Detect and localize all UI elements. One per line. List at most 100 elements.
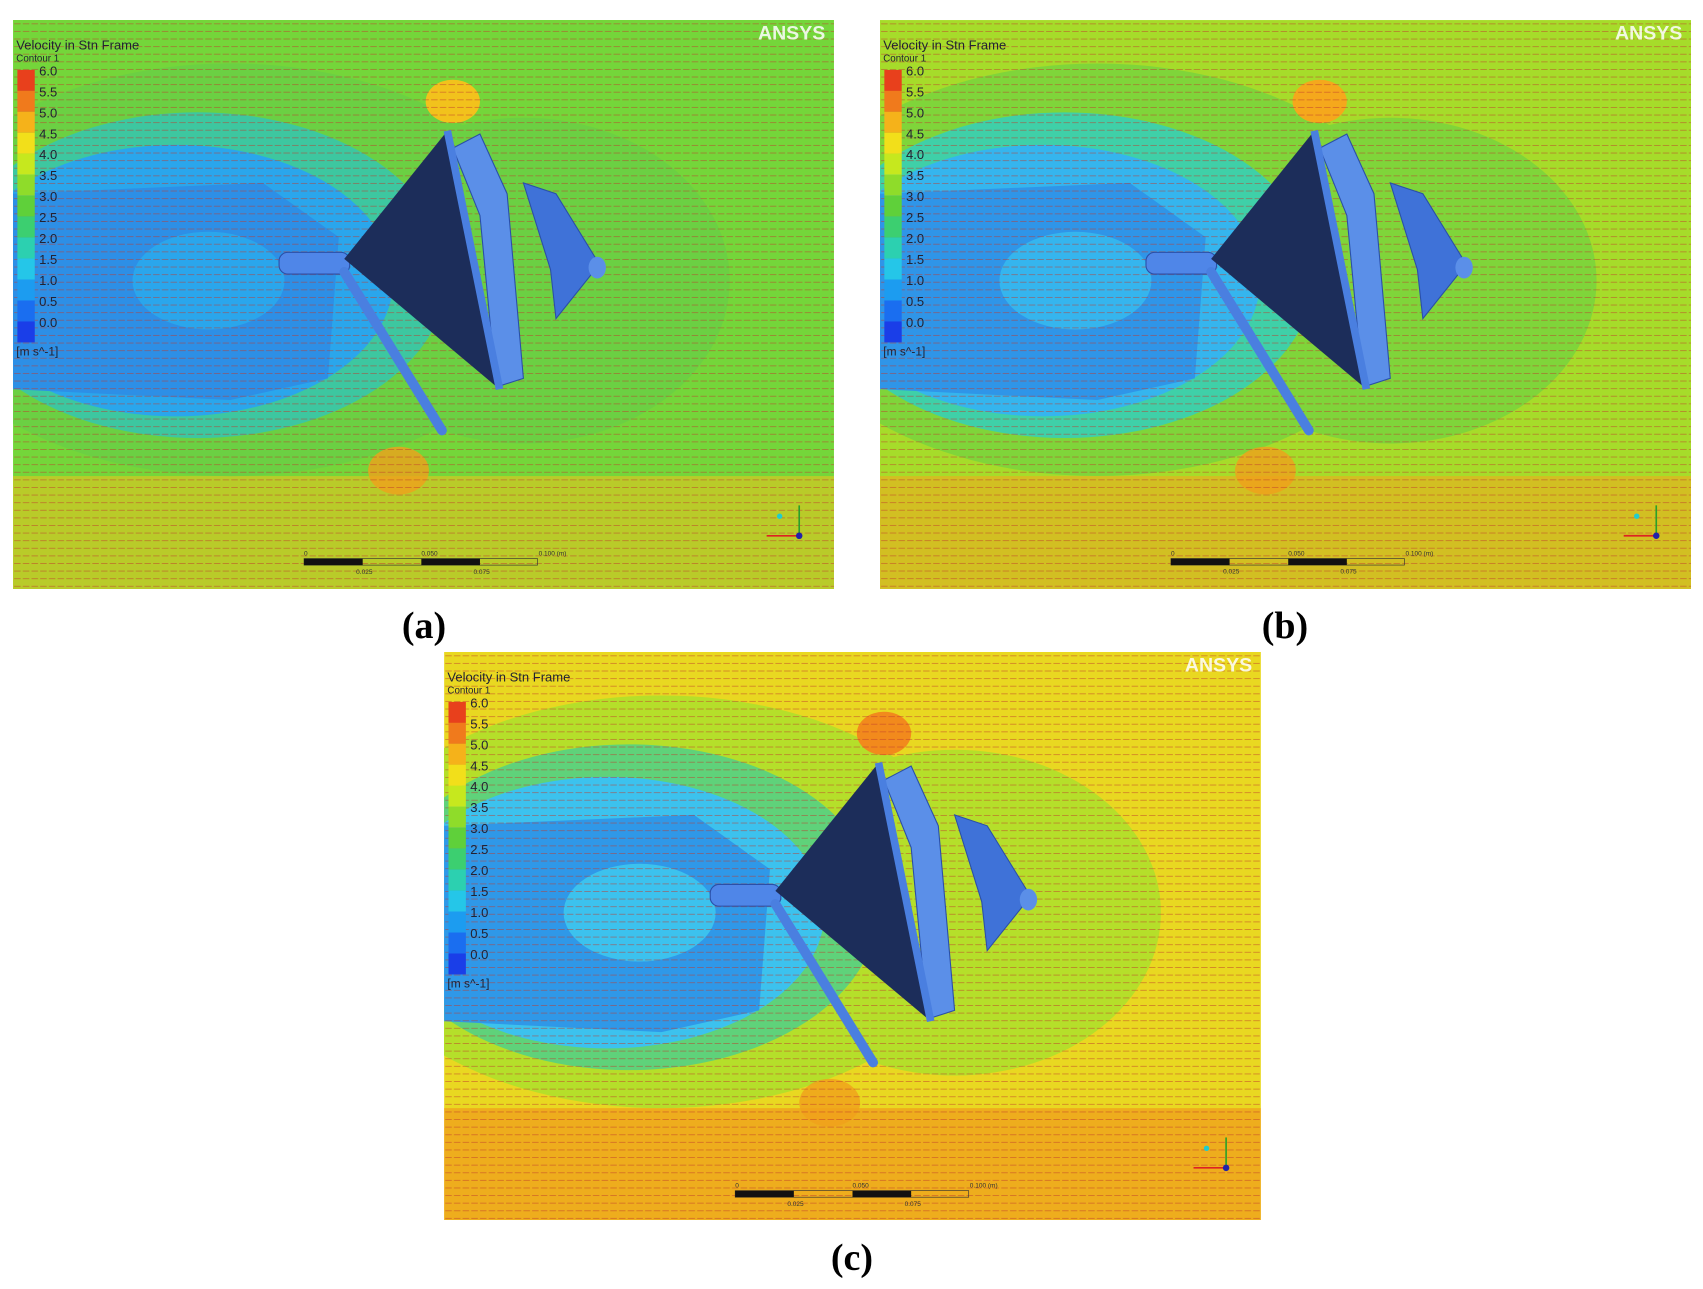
legend-tick: 4.5 xyxy=(906,126,924,141)
legend-tick: 2.0 xyxy=(470,863,488,878)
legend-tick: 2.5 xyxy=(906,210,924,225)
tip xyxy=(1455,256,1473,279)
color-bar-segment xyxy=(884,90,902,112)
legend-tick: 5.5 xyxy=(470,716,488,731)
axis-dot xyxy=(776,513,783,519)
color-bar-segment xyxy=(17,216,35,238)
scale-bar-black xyxy=(421,558,480,566)
color-bar-segment xyxy=(448,890,466,912)
scale-label: 0.075 xyxy=(1340,569,1357,576)
legend-tick: 1.0 xyxy=(906,273,924,288)
color-bar-segment xyxy=(448,869,466,891)
color-bar-segment xyxy=(448,701,466,723)
color-bar-segment xyxy=(17,153,35,175)
legend-unit: [m s^-1] xyxy=(883,344,925,358)
legend-tick: 3.5 xyxy=(39,168,57,183)
color-bar-segment xyxy=(884,279,902,301)
color-bar-segment xyxy=(17,90,35,112)
legend-subtitle: Contour 1 xyxy=(16,53,59,64)
panel-label: (b) xyxy=(1261,605,1309,647)
legend-tick: 0.0 xyxy=(39,315,57,330)
cone xyxy=(775,762,931,1022)
scale-label: 0.050 xyxy=(1288,550,1305,557)
legend-title: Velocity in Stn Frame xyxy=(16,37,139,52)
color-bar-segment xyxy=(17,321,35,343)
blade xyxy=(883,765,956,1020)
color-bar-segment xyxy=(884,132,902,154)
legend-tick: 5.0 xyxy=(906,105,924,120)
axis-dot xyxy=(1203,1145,1210,1152)
hub xyxy=(1145,251,1218,275)
legend-tick: 0.0 xyxy=(470,947,488,962)
legend-tick: 1.5 xyxy=(906,252,924,267)
legend-tick: 2.5 xyxy=(39,210,57,225)
turbine xyxy=(278,130,606,436)
legend-tick: 1.0 xyxy=(470,905,488,920)
color-bar-segment xyxy=(448,953,466,975)
tip xyxy=(588,256,606,279)
scale-label: 0.075 xyxy=(473,569,490,576)
cone-edge xyxy=(443,130,504,390)
color-bar-segment xyxy=(17,69,35,91)
turbine xyxy=(709,762,1038,1068)
scale-bar-black xyxy=(852,1190,912,1198)
legend-tick: 0.5 xyxy=(39,294,57,309)
scale-label: 0.050 xyxy=(421,550,438,557)
legend-subtitle: Contour 1 xyxy=(883,53,926,64)
cone-edge xyxy=(874,762,935,1023)
logo: ANSYS xyxy=(1185,655,1252,677)
turbine xyxy=(1145,130,1473,436)
legend-tick: 6.0 xyxy=(39,63,57,78)
legend-tick: 3.0 xyxy=(470,821,488,836)
color-bar-segment xyxy=(448,806,466,828)
color-bar-segment xyxy=(884,69,902,91)
color-bar-segment xyxy=(884,174,902,196)
scale-label: 0 xyxy=(1171,550,1175,557)
scale-label: 0.050 xyxy=(853,1182,870,1189)
scale-label: 0.100 (m) xyxy=(970,1182,998,1189)
rear-blade xyxy=(522,182,601,320)
color-bar-segment xyxy=(448,911,466,933)
legend-title: Velocity in Stn Frame xyxy=(883,37,1006,52)
color-bar-segment xyxy=(884,321,902,343)
legend-tick: 4.5 xyxy=(39,126,57,141)
color-bar-segment xyxy=(448,785,466,807)
color-bar-segment xyxy=(448,827,466,849)
legend-tick: 3.0 xyxy=(39,189,57,204)
legend-tick: 1.5 xyxy=(39,252,57,267)
legend-subtitle: Contour 1 xyxy=(447,685,490,696)
scale-bar-black xyxy=(1288,558,1347,566)
color-bar-segment xyxy=(884,111,902,133)
strut xyxy=(1206,267,1314,436)
legend-unit: [m s^-1] xyxy=(447,976,489,990)
legend-tick: 0.5 xyxy=(906,294,924,309)
rear-blade xyxy=(1389,182,1467,320)
scale-label: 0.025 xyxy=(1223,569,1240,576)
color-bar-segment xyxy=(448,743,466,765)
scale-bar-black xyxy=(304,558,363,566)
color-bar-segment xyxy=(884,195,902,217)
color-bar-segment xyxy=(17,174,35,196)
color-bar-segment xyxy=(884,300,902,322)
legend-tick: 1.0 xyxy=(39,273,57,288)
axis-z xyxy=(795,532,803,540)
legend-tick: 6.0 xyxy=(906,63,924,78)
color-bar-segment xyxy=(17,111,35,133)
axis-z xyxy=(1653,532,1660,540)
color-bar-segment xyxy=(448,722,466,744)
scale-label: 0.100 (m) xyxy=(1405,550,1433,557)
legend-tick: 3.5 xyxy=(906,168,924,183)
color-bar-segment xyxy=(17,300,35,322)
scale-bar-black xyxy=(1170,558,1230,566)
scale-label: 0.025 xyxy=(356,569,373,576)
legend-tick: 4.0 xyxy=(470,779,488,794)
rear-blade xyxy=(953,814,1032,953)
legend-tick: 0.5 xyxy=(470,926,488,941)
scale-label: 0.075 xyxy=(905,1201,922,1208)
legend-tick: 0.0 xyxy=(906,315,924,330)
legend-tick: 4.0 xyxy=(39,147,57,162)
logo: ANSYS xyxy=(1615,23,1682,45)
legend-title: Velocity in Stn Frame xyxy=(447,669,570,684)
